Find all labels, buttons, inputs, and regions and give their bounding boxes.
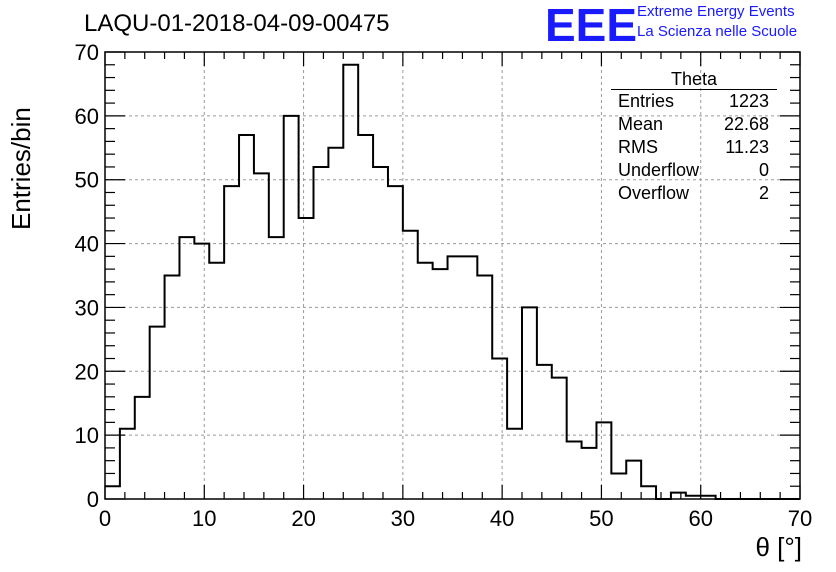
stats-row-entries: Entries 1223 bbox=[611, 90, 777, 113]
logo-caption-line1: Extreme Energy Events bbox=[637, 3, 795, 20]
histogram-outline bbox=[105, 63, 800, 500]
stats-label: RMS bbox=[618, 137, 658, 157]
histogram-bar bbox=[477, 276, 492, 500]
x-axis-label: θ [°] bbox=[755, 532, 802, 562]
x-tick-label: 10 bbox=[192, 506, 216, 531]
histogram-bar bbox=[179, 237, 194, 499]
stats-label: Entries bbox=[618, 91, 675, 111]
y-tick-label: 50 bbox=[75, 168, 99, 193]
stats-value: 22.68 bbox=[723, 114, 769, 134]
histogram-bar bbox=[537, 365, 552, 499]
histogram-bar bbox=[135, 397, 150, 499]
x-tick-label: 50 bbox=[589, 506, 613, 531]
y-axis-label: Entries/bin bbox=[6, 107, 36, 230]
histogram-bar bbox=[239, 135, 254, 499]
stats-title: Theta bbox=[611, 70, 777, 90]
stats-row-overflow: Overflow 2 bbox=[611, 182, 777, 205]
y-tick-label: 60 bbox=[75, 104, 99, 129]
x-tick-label: 40 bbox=[490, 506, 514, 531]
histogram-bar bbox=[269, 237, 284, 499]
x-tick-label: 70 bbox=[788, 506, 812, 531]
histogram-bar bbox=[209, 263, 224, 499]
histogram-bar bbox=[641, 486, 656, 499]
stats-label: Overflow bbox=[618, 183, 690, 203]
histogram-bar bbox=[314, 167, 329, 499]
x-tick-label: 60 bbox=[688, 506, 712, 531]
histogram-bar bbox=[254, 173, 269, 499]
histogram-bar bbox=[194, 244, 209, 499]
plot-frame bbox=[104, 51, 801, 500]
x-tick-label: 0 bbox=[99, 506, 111, 531]
histogram-bar bbox=[358, 135, 373, 499]
histogram-bar bbox=[120, 429, 135, 499]
y-tick-label: 0 bbox=[87, 487, 99, 512]
histogram-bar bbox=[492, 359, 507, 499]
y-tick-label: 30 bbox=[75, 295, 99, 320]
x-tick-label: 20 bbox=[291, 506, 315, 531]
histogram-bar bbox=[582, 448, 597, 499]
histogram-bar bbox=[611, 473, 626, 499]
chart-title: LAQU-01-2018-04-09-00475 bbox=[84, 10, 390, 37]
histogram-bar bbox=[626, 461, 641, 499]
y-axis-label-container: Entries/bin bbox=[4, 107, 44, 230]
y-tick-label: 70 bbox=[75, 40, 99, 65]
histogram-bar bbox=[299, 218, 314, 499]
histogram-bar bbox=[373, 167, 388, 499]
histogram-bars bbox=[105, 63, 800, 500]
histogram-bar bbox=[224, 186, 239, 499]
stats-value: 11.23 bbox=[725, 137, 769, 157]
y-tick-label: 40 bbox=[75, 232, 99, 257]
histogram-bar bbox=[284, 116, 299, 499]
histogram-bar bbox=[418, 263, 433, 499]
logo-caption: Extreme Energy Events La Scienza nelle S… bbox=[637, 2, 797, 42]
stats-row-mean: Mean 22.68 bbox=[611, 113, 777, 136]
x-tick-label: 30 bbox=[391, 506, 415, 531]
histogram-bar bbox=[522, 307, 537, 499]
histogram-bar bbox=[388, 186, 403, 499]
stats-value: 0 bbox=[758, 160, 769, 180]
histogram-bar bbox=[150, 327, 165, 499]
stats-row-rms: RMS 11.23 bbox=[611, 136, 777, 159]
axis-ticks bbox=[104, 51, 801, 500]
histogram-bar bbox=[403, 231, 418, 499]
histogram-bar bbox=[507, 429, 522, 499]
stats-box: Theta Entries 1223 Mean 22.68 RMS 11.23 … bbox=[611, 70, 777, 205]
histogram-bar bbox=[165, 276, 180, 500]
stats-label: Underflow bbox=[618, 160, 700, 180]
grid-lines bbox=[105, 52, 800, 499]
eee-logo-icon: EEE bbox=[545, 0, 638, 51]
y-tick-label: 20 bbox=[75, 359, 99, 384]
histogram-bar bbox=[567, 442, 582, 499]
stats-value: 1223 bbox=[728, 91, 769, 111]
histogram-bar bbox=[105, 486, 120, 499]
y-tick-label: 10 bbox=[75, 423, 99, 448]
histogram-bar bbox=[328, 148, 343, 499]
histogram-bar bbox=[343, 65, 358, 499]
histogram-bar bbox=[462, 256, 477, 499]
histogram-bar bbox=[552, 378, 567, 499]
histogram-bar bbox=[448, 256, 463, 499]
stats-row-underflow: Underflow 0 bbox=[611, 159, 777, 182]
histogram-bar bbox=[596, 422, 611, 499]
stats-value: 2 bbox=[758, 183, 769, 203]
histogram-bar bbox=[433, 269, 448, 499]
stats-label: Mean bbox=[618, 114, 664, 134]
logo-caption-line2: La Scienza nelle Scuole bbox=[637, 23, 798, 40]
